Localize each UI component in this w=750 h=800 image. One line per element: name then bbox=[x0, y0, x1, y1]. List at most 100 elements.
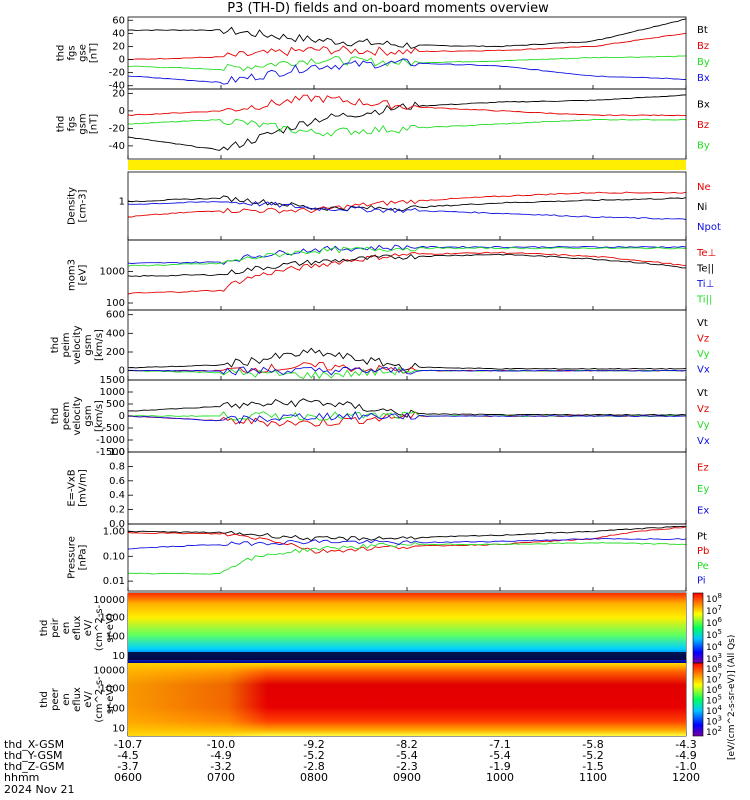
ephemeris-value: 1100 bbox=[579, 771, 607, 784]
panel-density: 1 Density [cm-3] Ne Ni Npot bbox=[67, 171, 721, 241]
series-temperature-2 bbox=[127, 253, 687, 278]
legend-fgs_gse-2: Bz bbox=[697, 41, 709, 52]
ytick-label: 0 bbox=[119, 55, 125, 66]
legend-peim_velocity-1: Vt bbox=[697, 318, 708, 329]
panel-peim_velocity: 600 400 200 0 thd peim velocity gsm [km/s] Vt Vz Vy… bbox=[50, 309, 710, 381]
ytick-label: -40 bbox=[109, 81, 125, 92]
ytick-label: 0.2 bbox=[109, 505, 125, 516]
ytick-label: 1.00 bbox=[103, 526, 125, 537]
colorbar-tick: 108 bbox=[706, 662, 722, 675]
legend-efield-2: Ey bbox=[697, 484, 709, 495]
ylabel-line: peer bbox=[50, 687, 61, 711]
legend-density-1: Ne bbox=[697, 182, 711, 193]
ephemeris-value: -5.4 bbox=[489, 749, 510, 762]
legend-peim_velocity-2: Vz bbox=[697, 333, 709, 344]
ephemeris-value: -9.2 bbox=[303, 738, 324, 751]
ytick-label: 0.10 bbox=[103, 551, 125, 562]
ylabel-line: [nPa] bbox=[78, 544, 89, 570]
legend-density-3: Npot bbox=[697, 222, 721, 233]
colorbar-peir bbox=[692, 592, 704, 664]
panel-pressure: 1.00 0.10 0.01 Pressure [nPa] Pt Pb Pe Pi bbox=[67, 523, 709, 592]
legend-temperature-2: Te|| bbox=[696, 263, 714, 274]
legend-fgs_gsm-3: By bbox=[697, 141, 710, 152]
colorbar-tick: 107 bbox=[706, 604, 722, 617]
ytick-label: 0.8 bbox=[109, 461, 125, 472]
ephemeris-value: -10.7 bbox=[114, 738, 142, 751]
ephemeris-value: -1.5 bbox=[582, 760, 603, 773]
ylabel-line: velocity bbox=[72, 396, 83, 435]
series-pressure-3 bbox=[127, 541, 687, 575]
ephemeris-value: -8.2 bbox=[396, 738, 417, 751]
ylabel-line: [eV] bbox=[78, 265, 89, 286]
peer-left-region bbox=[128, 663, 686, 736]
ylabel-line: eV/ bbox=[83, 691, 94, 708]
ytick-label: -20 bbox=[109, 123, 125, 134]
colorbar-tick: 105 bbox=[706, 628, 722, 641]
ylabel-line: Pressure bbox=[67, 536, 78, 579]
series-pressure-1 bbox=[127, 525, 687, 542]
series-peem_velocity-4 bbox=[128, 410, 687, 425]
legend-peim_velocity-4: Vx bbox=[697, 364, 710, 375]
ephemeris-value: 0600 bbox=[114, 771, 142, 784]
peir-noise-band bbox=[128, 652, 686, 660]
figure-title: P3 (TH-D) fields and on-board moments ov… bbox=[227, 1, 549, 16]
ylabel-line: (cm^2-s- bbox=[94, 604, 105, 651]
ytick-label: 100 bbox=[106, 631, 125, 642]
legend-peem_velocity-4: Vx bbox=[697, 436, 710, 447]
legend-efield-3: Ex bbox=[697, 505, 709, 516]
ylabel-line: peim bbox=[61, 332, 72, 357]
date-label: 2024 Nov 21 bbox=[4, 783, 74, 796]
series-fgs_gse-1 bbox=[127, 18, 687, 49]
ylabel-line: thd bbox=[56, 116, 67, 133]
colorbar-tick: 103 bbox=[706, 715, 722, 728]
ylabel-line: en bbox=[61, 622, 72, 635]
ylabel-line: [cm-3] bbox=[78, 189, 89, 222]
series-fgs_gse-4 bbox=[127, 58, 687, 85]
ephemeris-value: -4.9 bbox=[675, 749, 696, 762]
ytick-label: 400 bbox=[106, 328, 125, 339]
ylabel-line: eflux bbox=[72, 616, 83, 641]
ytick-label: -1500 bbox=[96, 447, 125, 458]
ylabel-line: [mV/m] bbox=[78, 469, 89, 507]
panel-fgs_gse: 60 40 20 0 -20 -40 thd fgs gse [nT] Bt Bz By Bx bbox=[56, 15, 710, 91]
series-fgs_gsm-3 bbox=[127, 118, 687, 137]
ytick-label: 1000 bbox=[100, 684, 125, 695]
ephemeris-value: 0700 bbox=[207, 771, 235, 784]
ytick-label: 600 bbox=[106, 310, 125, 321]
ephemeris-value: -3.2 bbox=[210, 760, 231, 773]
ylabel-line: gsm bbox=[83, 334, 94, 355]
legend-peem_velocity-2: Vz bbox=[697, 404, 709, 415]
series-peem_velocity-2 bbox=[127, 411, 687, 427]
colorbar-tick: 106 bbox=[706, 616, 722, 629]
ytick-label: 500 bbox=[106, 399, 125, 410]
ytick-label: 1.0 bbox=[109, 447, 125, 458]
ylabel-line: mom3 bbox=[67, 259, 78, 291]
ephemeris-value: -5.4 bbox=[396, 749, 417, 762]
ephemeris-value: -1.0 bbox=[675, 760, 696, 773]
ytick-label: 10 bbox=[112, 724, 125, 735]
ylabel-line: [nT] bbox=[89, 43, 100, 63]
legend-peem_velocity-1: Vt bbox=[697, 388, 708, 399]
series-density-3 bbox=[127, 200, 687, 220]
ylabel-line: eV/ bbox=[83, 619, 94, 636]
ephemeris-value: -5.8 bbox=[582, 738, 603, 751]
ephemeris-value: -4.3 bbox=[675, 738, 696, 751]
ephemeris-row-label: thd_X-GSM bbox=[4, 738, 64, 751]
ephemeris-value: -5.2 bbox=[582, 749, 603, 762]
ylabel-line: (cm^2-s- bbox=[94, 676, 105, 723]
colorbar-tick: 105 bbox=[706, 694, 722, 707]
legend-efield-1: Ez bbox=[697, 463, 709, 474]
ylabel-line: thd bbox=[56, 45, 67, 62]
ytick-label: -20 bbox=[109, 68, 125, 79]
ylabel-line: peir bbox=[50, 617, 61, 637]
legend-peem_velocity-3: Vy bbox=[697, 420, 710, 431]
ylabel-line: thd bbox=[50, 408, 61, 425]
ylabel-line: thd bbox=[39, 620, 50, 637]
ytick-label: 0.4 bbox=[109, 490, 125, 501]
ephemeris-row-label: hhmm bbox=[4, 771, 39, 784]
ytick-label: 0.0 bbox=[109, 519, 125, 530]
series-fgs_gsm-2 bbox=[127, 94, 687, 117]
ytick-label: 100 bbox=[106, 703, 125, 714]
